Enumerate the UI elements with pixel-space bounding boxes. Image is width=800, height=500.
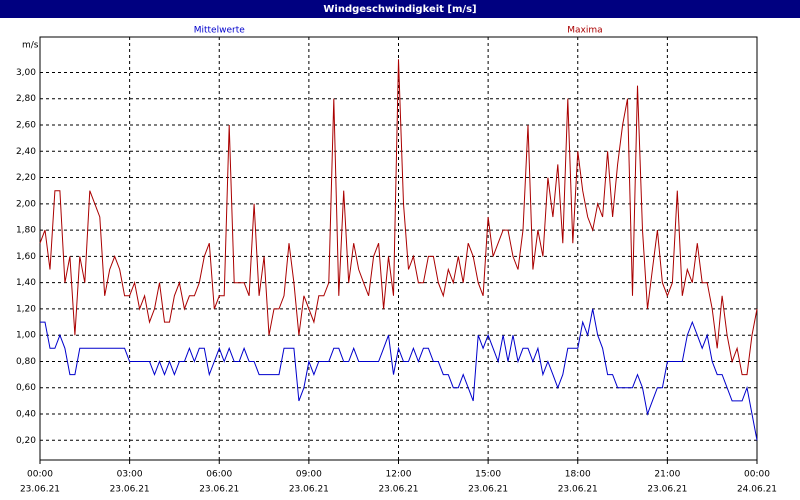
x-tick-label: 00:00 (27, 470, 53, 480)
y-tick-label: 3,00 (16, 68, 36, 78)
x-tick-date: 23.06.21 (558, 485, 598, 495)
y-tick-label: 2,00 (16, 199, 36, 209)
y-tick-label: 1,40 (16, 278, 36, 288)
y-tick-label: 1,80 (16, 226, 36, 236)
legend-label: Mittelwerte (194, 26, 245, 36)
y-tick-label: 1,00 (16, 331, 36, 341)
series-line (39, 59, 758, 376)
y-tick-label: 2,80 (16, 94, 36, 104)
y-tick-label: 0,40 (16, 410, 36, 420)
title-bar (0, 0, 800, 18)
y-tick-label: 2,20 (16, 173, 36, 183)
x-tick-label: 03:00 (117, 470, 143, 480)
y-tick-label: 0,80 (16, 357, 36, 367)
x-tick-date: 23.06.21 (468, 485, 508, 495)
x-tick-date: 23.06.21 (199, 485, 239, 495)
x-tick-label: 09:00 (296, 470, 322, 480)
x-tick-date: 23.06.21 (20, 485, 60, 495)
y-tick-label: 0,60 (16, 383, 36, 393)
x-tick-label: 21:00 (654, 470, 680, 480)
x-tick-label: 15:00 (475, 470, 501, 480)
y-unit: m/s (22, 41, 39, 51)
y-tick-label: 1,60 (16, 252, 36, 262)
series-line (40, 308, 758, 441)
x-tick-label: 06:00 (206, 470, 232, 480)
y-tick-label: 0,20 (16, 436, 36, 446)
chart-title: Windgeschwindigkeit [m/s] (323, 4, 476, 15)
x-tick-date: 23.06.21 (110, 485, 150, 495)
y-tick-label: 2,60 (16, 121, 36, 131)
x-tick-date: 23.06.21 (378, 485, 418, 495)
x-tick-date: 23.06.21 (647, 485, 687, 495)
x-tick-date: 23.06.21 (289, 485, 329, 495)
x-tick-date: 24.06.21 (737, 485, 777, 495)
x-tick-label: 18:00 (565, 470, 591, 480)
y-tick-label: 2,40 (16, 147, 36, 157)
x-tick-label: 00:00 (744, 470, 770, 480)
y-tick-label: 1,20 (16, 304, 36, 314)
x-tick-label: 12:00 (386, 470, 412, 480)
legend-label: Maxima (567, 26, 602, 36)
